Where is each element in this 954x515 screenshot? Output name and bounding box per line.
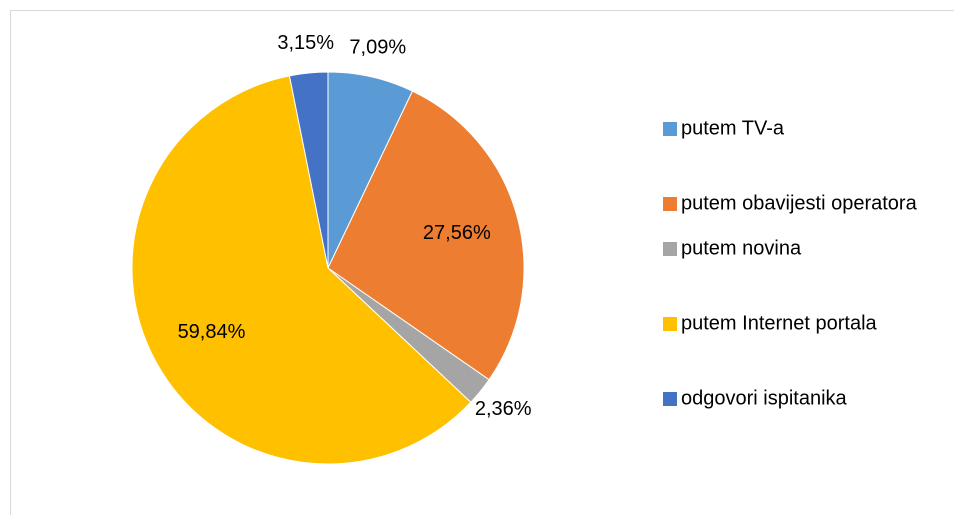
pie-slice bbox=[327, 90, 525, 381]
legend-label: putem Internet portala bbox=[681, 312, 878, 334]
data-label: 27,56% bbox=[423, 222, 491, 244]
pie-slice bbox=[288, 71, 329, 269]
data-label: 2,36% bbox=[475, 398, 532, 420]
legend-swatch bbox=[663, 197, 677, 211]
legend-swatch bbox=[663, 242, 677, 256]
data-label: 7,09% bbox=[349, 36, 406, 58]
legend-swatch bbox=[663, 317, 677, 331]
data-label: 59,84% bbox=[178, 321, 246, 343]
pie-slice bbox=[131, 75, 472, 465]
legend-swatch bbox=[663, 122, 677, 136]
legend-label: odgovori ispitanika bbox=[681, 387, 848, 409]
legend-label: putem obavijesti operatora bbox=[681, 192, 918, 214]
data-label: 3,15% bbox=[277, 32, 334, 54]
legend-label: putem TV-a bbox=[681, 117, 785, 139]
legend-swatch bbox=[663, 392, 677, 406]
legend-label: putem novina bbox=[681, 237, 802, 259]
